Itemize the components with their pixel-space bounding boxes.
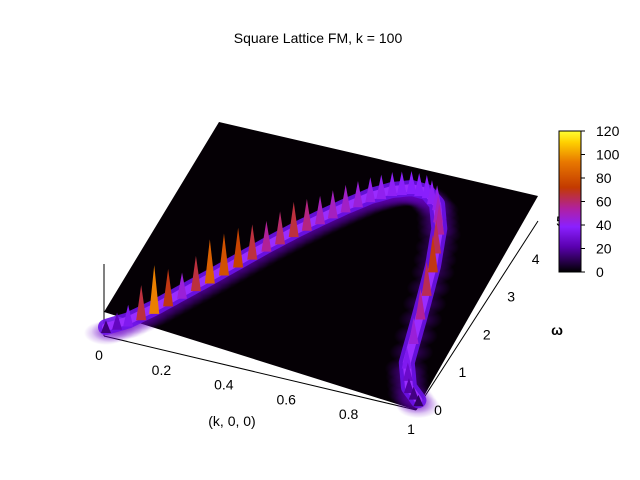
ridge-spike [408, 317, 419, 345]
ridge-spike [427, 234, 438, 273]
ridge-spike [177, 272, 188, 299]
ridge-spike [163, 268, 174, 307]
ridge-spike [406, 170, 417, 195]
ridge-spike [421, 175, 432, 199]
ridge-spike [387, 172, 398, 197]
colorbar-tick-label: 60 [596, 194, 612, 210]
ridge-spike [340, 184, 351, 213]
colorbar-tick-label: 20 [596, 241, 612, 257]
x-tick-label: 0.4 [214, 377, 234, 393]
y-tick-label: 0 [434, 402, 442, 418]
ridge-spike [413, 394, 424, 407]
ridge-spike [204, 239, 215, 284]
ridge-spike [123, 304, 134, 327]
ridge-spike [247, 224, 258, 260]
axis-front [103, 335, 417, 411]
ridge-spike [401, 346, 412, 369]
axis-right [415, 220, 539, 411]
x-axis-label: (k, 0, 0) [208, 413, 255, 429]
ridge-spike [218, 233, 229, 276]
ridge-spike [100, 320, 111, 333]
ridge-spike [315, 195, 326, 225]
ridge-spike [414, 172, 425, 197]
x-tick-label: 1 [407, 421, 415, 437]
ridge-spike [112, 312, 123, 330]
y-tick-label: 1 [459, 364, 467, 380]
x-tick-label: 0.2 [152, 362, 172, 378]
colorbar-tick-label: 0 [596, 264, 604, 280]
ridge-spike [149, 265, 160, 314]
ridge-spike [327, 190, 338, 219]
x-tick-label: 0.6 [276, 391, 296, 407]
colorbar-tick-label: 80 [596, 170, 612, 186]
chart-title: Square Lattice FM, k = 100 [234, 30, 403, 46]
ridge-spike [136, 284, 147, 321]
ridge-spike [233, 227, 244, 268]
ridge-spike [365, 177, 376, 203]
ridge-spike [376, 174, 387, 200]
ridge-spike [352, 181, 363, 208]
x-tick-label: 0 [95, 347, 103, 363]
colorbar-ticks: 0 20 40 60 80 100 120 [581, 123, 620, 280]
colorbar-tick-label: 100 [596, 147, 620, 163]
ridge-spike [421, 261, 432, 296]
y-tick-label: 4 [532, 251, 540, 267]
x-tick-label: 0.8 [339, 406, 359, 422]
y-tick-label: 2 [483, 326, 491, 342]
ridge-spike [301, 198, 312, 231]
colorbar-tick-label: 120 [596, 123, 620, 139]
ridge-spike [190, 255, 201, 292]
ridge-spike [426, 180, 437, 205]
colorbar-tick-label: 40 [596, 217, 612, 233]
ridge-spike [408, 386, 419, 400]
ridge-spike [402, 362, 413, 381]
ridge-spike [275, 211, 286, 245]
ridge-spikes [100, 170, 445, 407]
y-axis-label: ω [551, 322, 563, 338]
ridge-spike [396, 171, 407, 196]
x-axis-ticks: 0 0.2 0.4 0.6 0.8 1 [95, 347, 415, 437]
ridge-spike [403, 378, 414, 394]
y-tick-label: 3 [507, 289, 515, 305]
ridge-spike [288, 201, 299, 238]
colorbar [558, 130, 582, 273]
ridge-spike [261, 220, 272, 252]
ridge-spike [415, 288, 426, 320]
